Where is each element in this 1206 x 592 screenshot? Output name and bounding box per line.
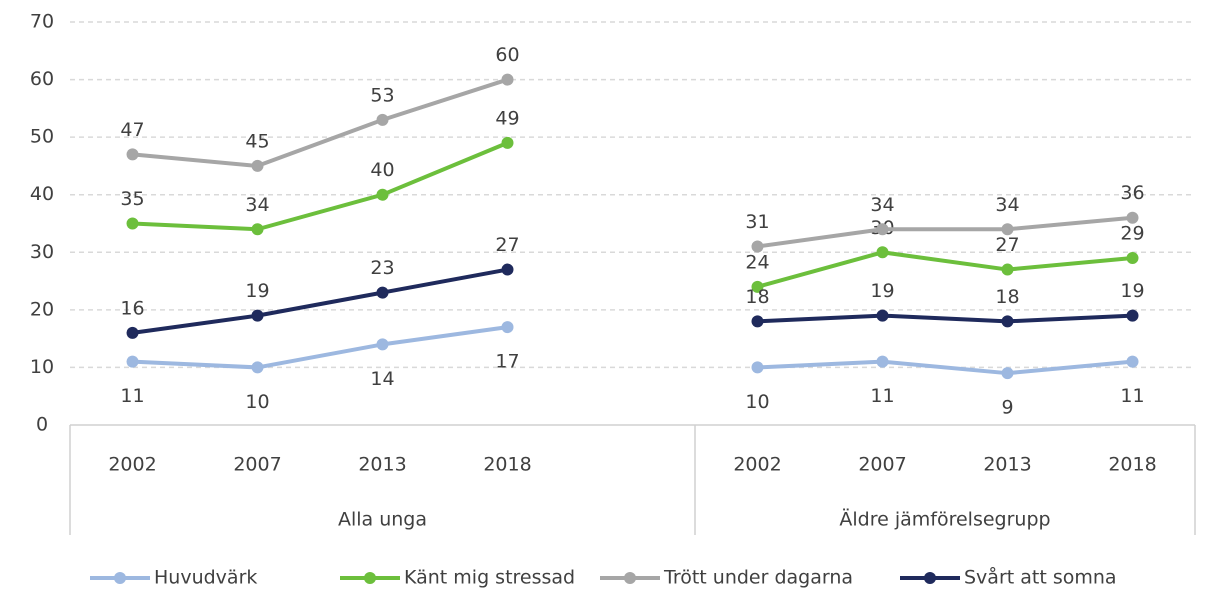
data-label: 36: [1120, 182, 1144, 204]
point: [876, 223, 889, 236]
point: [501, 263, 514, 276]
y-tick-label: 60: [30, 68, 54, 90]
point: [376, 338, 389, 351]
point: [126, 355, 139, 368]
data-label: 10: [245, 391, 269, 413]
point: [501, 73, 514, 86]
point: [126, 217, 139, 230]
y-tick-label: 10: [30, 356, 54, 378]
point: [251, 159, 264, 172]
x-tick-label: 2018: [483, 454, 531, 476]
x-tick-label: 2002: [108, 454, 156, 476]
point: [1126, 309, 1139, 322]
point: [251, 223, 264, 236]
data-label: 11: [1120, 385, 1144, 407]
group-label: Äldre jämförelsegrupp: [839, 508, 1050, 531]
data-label: 11: [120, 385, 144, 407]
data-label: 60: [495, 44, 519, 66]
point: [1001, 223, 1014, 236]
data-label: 10: [745, 391, 769, 413]
data-label: 53: [370, 84, 394, 106]
point: [1126, 355, 1139, 368]
data-label: 18: [995, 286, 1019, 308]
data-label: 23: [370, 257, 394, 279]
point: [751, 315, 764, 328]
y-tick-label: 40: [30, 183, 54, 205]
x-tick-label: 2013: [358, 454, 406, 476]
point: [376, 188, 389, 201]
point: [1126, 211, 1139, 224]
point: [126, 326, 139, 339]
point: [876, 355, 889, 368]
data-label: 47: [120, 119, 144, 141]
legend-marker: [114, 572, 126, 584]
data-label: 40: [370, 159, 394, 181]
point: [876, 246, 889, 259]
point: [1001, 263, 1014, 276]
y-tick-label: 20: [30, 298, 54, 320]
point: [1001, 315, 1014, 328]
x-tick-label: 2007: [233, 454, 281, 476]
data-label: 19: [245, 280, 269, 302]
point: [376, 286, 389, 299]
data-label: 19: [1120, 280, 1144, 302]
group-label: Alla unga: [338, 509, 427, 531]
y-tick-label: 0: [36, 414, 48, 436]
legend-marker: [624, 572, 636, 584]
data-label: 34: [995, 194, 1019, 216]
data-label: 16: [120, 297, 144, 319]
y-tick-label: 50: [30, 126, 54, 148]
data-label: 17: [495, 351, 519, 373]
point: [876, 309, 889, 322]
data-label: 49: [495, 107, 519, 129]
data-label: 35: [120, 188, 144, 210]
data-label: 27: [995, 234, 1019, 256]
x-tick-label: 2013: [983, 454, 1031, 476]
data-label: 18: [745, 286, 769, 308]
point: [376, 113, 389, 126]
point: [501, 321, 514, 334]
data-label: 34: [870, 194, 894, 216]
point: [751, 361, 764, 374]
point: [751, 280, 764, 293]
data-label: 24: [745, 251, 769, 273]
data-label: 45: [245, 130, 269, 152]
data-label: 34: [245, 194, 269, 216]
point: [126, 148, 139, 161]
point: [751, 240, 764, 253]
legend-label: Svårt att somna: [964, 566, 1117, 589]
x-tick-label: 2007: [858, 454, 906, 476]
series-line: [132, 325, 1133, 376]
point: [1001, 367, 1014, 380]
x-tick-label: 2018: [1108, 454, 1156, 476]
y-tick-label: 70: [30, 11, 54, 33]
data-label: 29: [1120, 223, 1144, 245]
data-label: 31: [745, 211, 769, 233]
data-label: 14: [370, 368, 394, 390]
point: [251, 361, 264, 374]
legend-marker: [364, 572, 376, 584]
data-label: 11: [870, 385, 894, 407]
legend-label: Trött under dagarna: [663, 567, 853, 589]
series-line: [132, 141, 1133, 289]
series-line: [132, 77, 1133, 249]
point: [1126, 252, 1139, 265]
legend-label: Huvudvärk: [154, 567, 257, 589]
legend-label: Känt mig stressad: [404, 567, 575, 589]
point: [501, 136, 514, 149]
data-label: 19: [870, 280, 894, 302]
x-tick-label: 2002: [733, 454, 781, 476]
point: [251, 309, 264, 322]
data-label: 9: [1001, 397, 1013, 419]
y-tick-label: 30: [30, 241, 54, 263]
legend-marker: [924, 572, 936, 584]
data-label: 27: [495, 234, 519, 256]
series-line: [132, 267, 1133, 335]
